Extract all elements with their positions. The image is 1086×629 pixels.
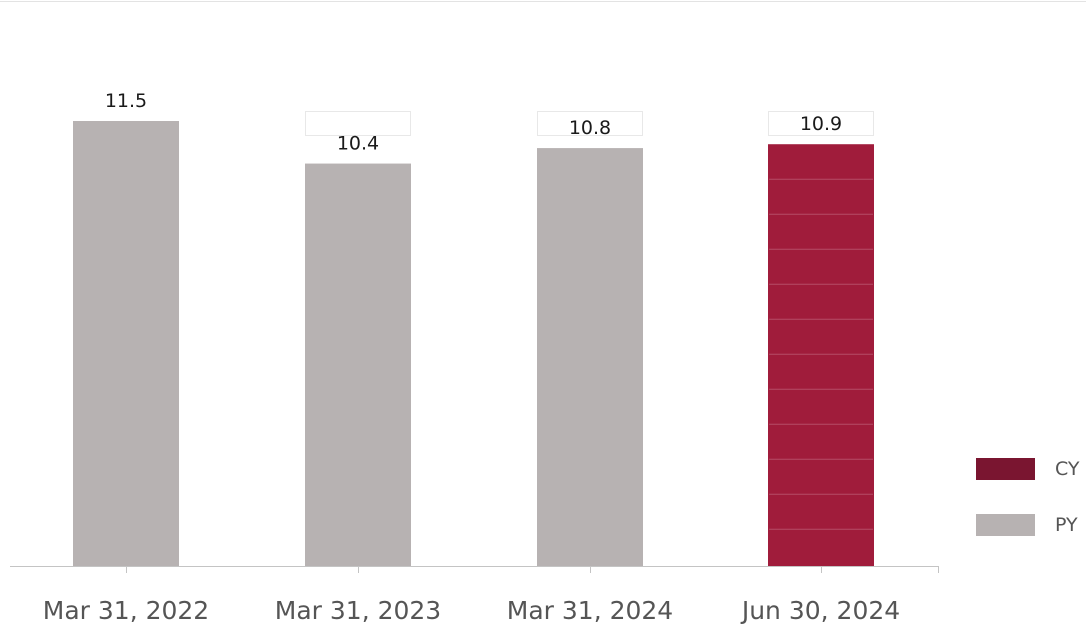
legend-label-cy: CY <box>1055 458 1080 480</box>
legend-swatch-py <box>976 514 1035 536</box>
value-label: 10.8 <box>569 117 611 139</box>
bar-py <box>305 163 411 566</box>
legend-swatch-cy <box>976 458 1035 480</box>
legend-item-py: PY <box>976 512 1080 538</box>
label-placeholder-boxes <box>305 111 874 136</box>
category-label: Mar 31, 2023 <box>275 596 441 625</box>
category-label: Jun 30, 2024 <box>740 596 900 625</box>
bar-py <box>73 121 179 566</box>
label-placeholder-box <box>305 111 411 136</box>
category-label: Mar 31, 2022 <box>43 596 209 625</box>
label-placeholder-box <box>537 111 643 136</box>
category-label: Mar 31, 2024 <box>507 596 673 625</box>
top-divider <box>0 1 1086 2</box>
bars-group <box>73 121 874 566</box>
legend-item-cy: CY <box>976 456 1080 482</box>
bar-py <box>537 148 643 566</box>
value-label: 10.4 <box>337 133 379 155</box>
bar-cy <box>768 144 874 566</box>
value-labels-group: 11.5 10.4 10.8 10.9 <box>105 90 842 155</box>
x-axis: Mar 31, 2022 Mar 31, 2023 Mar 31, 2024 Jun … <box>10 566 939 625</box>
legend: CY PY <box>976 456 1080 568</box>
value-label: 10.9 <box>800 113 842 135</box>
value-label: 11.5 <box>105 90 147 112</box>
legend-label-py: PY <box>1055 514 1078 536</box>
label-placeholder-box <box>768 111 874 136</box>
